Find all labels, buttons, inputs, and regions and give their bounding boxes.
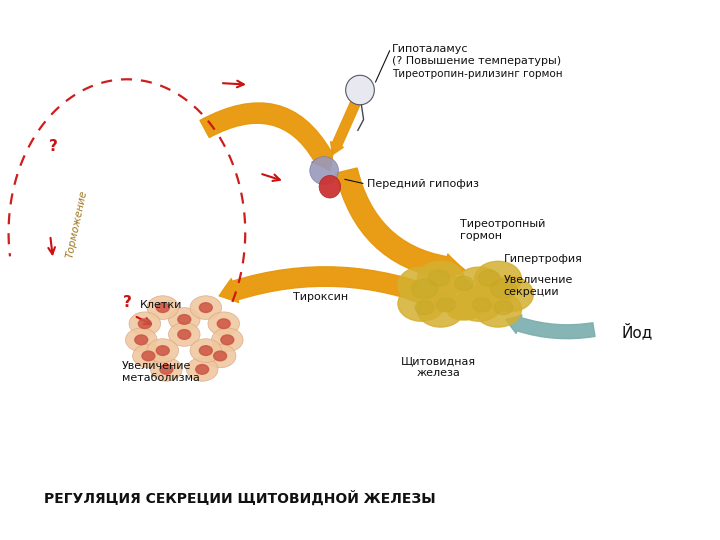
Circle shape bbox=[178, 329, 191, 339]
Text: ?: ? bbox=[122, 295, 131, 310]
FancyArrowPatch shape bbox=[200, 103, 333, 171]
Circle shape bbox=[156, 346, 169, 355]
Circle shape bbox=[204, 344, 236, 368]
Circle shape bbox=[417, 292, 464, 327]
Text: Увеличение
метаболизма: Увеличение метаболизма bbox=[122, 361, 199, 383]
Circle shape bbox=[412, 279, 438, 299]
Circle shape bbox=[398, 286, 445, 321]
Circle shape bbox=[190, 339, 222, 362]
Circle shape bbox=[428, 270, 450, 286]
Circle shape bbox=[221, 335, 234, 345]
Ellipse shape bbox=[319, 176, 341, 198]
Text: Передний гипофиз: Передний гипофиз bbox=[367, 179, 480, 189]
Circle shape bbox=[472, 279, 513, 309]
Text: Тироксин: Тироксин bbox=[293, 292, 348, 302]
Circle shape bbox=[186, 357, 218, 381]
Circle shape bbox=[494, 301, 513, 315]
Text: Увеличение
секреции: Увеличение секреции bbox=[503, 275, 573, 297]
Circle shape bbox=[415, 279, 456, 309]
Circle shape bbox=[429, 276, 476, 312]
Circle shape bbox=[214, 351, 227, 361]
Text: Тиреотропный
гормон: Тиреотропный гормон bbox=[460, 219, 546, 240]
Circle shape bbox=[212, 328, 243, 352]
Circle shape bbox=[455, 286, 503, 321]
Circle shape bbox=[160, 364, 173, 374]
FancyArrowPatch shape bbox=[506, 315, 595, 339]
Circle shape bbox=[478, 270, 500, 286]
Circle shape bbox=[178, 315, 191, 324]
Text: Щитовидная
железа: Щитовидная железа bbox=[401, 356, 477, 377]
Text: Гипоталамус
(? Повышение температуры): Гипоталамус (? Повышение температуры) bbox=[392, 44, 562, 66]
Text: Гипертрофия: Гипертрофия bbox=[503, 254, 582, 264]
Circle shape bbox=[199, 303, 212, 313]
Circle shape bbox=[125, 328, 157, 352]
Circle shape bbox=[147, 339, 179, 362]
Circle shape bbox=[147, 296, 179, 320]
Circle shape bbox=[168, 308, 200, 331]
Circle shape bbox=[217, 319, 230, 328]
Circle shape bbox=[138, 319, 151, 328]
Ellipse shape bbox=[346, 75, 374, 105]
Circle shape bbox=[472, 298, 491, 312]
Circle shape bbox=[190, 296, 222, 320]
Text: ?: ? bbox=[48, 139, 58, 154]
Circle shape bbox=[156, 303, 169, 313]
Circle shape bbox=[474, 292, 521, 327]
FancyArrowPatch shape bbox=[330, 93, 364, 154]
Circle shape bbox=[454, 276, 473, 291]
Ellipse shape bbox=[310, 157, 338, 185]
Circle shape bbox=[208, 312, 240, 335]
Circle shape bbox=[474, 261, 521, 296]
Circle shape bbox=[196, 364, 209, 374]
Text: Тиреотропин-рилизинг гормон: Тиреотропин-рилизинг гормон bbox=[392, 69, 563, 78]
Circle shape bbox=[142, 351, 155, 361]
Circle shape bbox=[417, 261, 464, 296]
Circle shape bbox=[168, 322, 200, 346]
Text: РЕГУЛЯЦИЯ СЕКРЕЦИИ ЩИТОВИДНОЙ ЖЕЛЕЗЫ: РЕГУЛЯЦИЯ СЕКРЕЦИИ ЩИТОВИДНОЙ ЖЕЛЕЗЫ bbox=[45, 491, 436, 506]
Text: Йод: Йод bbox=[622, 323, 653, 340]
Circle shape bbox=[199, 346, 212, 355]
Circle shape bbox=[135, 335, 148, 345]
Ellipse shape bbox=[448, 304, 480, 320]
Circle shape bbox=[129, 312, 161, 335]
Circle shape bbox=[415, 301, 434, 315]
Circle shape bbox=[150, 357, 182, 381]
FancyArrowPatch shape bbox=[219, 267, 447, 310]
FancyArrowPatch shape bbox=[336, 168, 465, 281]
Circle shape bbox=[437, 298, 455, 312]
Circle shape bbox=[487, 276, 534, 312]
Text: Клетки: Клетки bbox=[140, 300, 182, 310]
Circle shape bbox=[132, 344, 164, 368]
Circle shape bbox=[490, 279, 516, 299]
Circle shape bbox=[455, 267, 503, 302]
Circle shape bbox=[398, 267, 445, 302]
Text: Торможение: Торможение bbox=[65, 190, 89, 259]
